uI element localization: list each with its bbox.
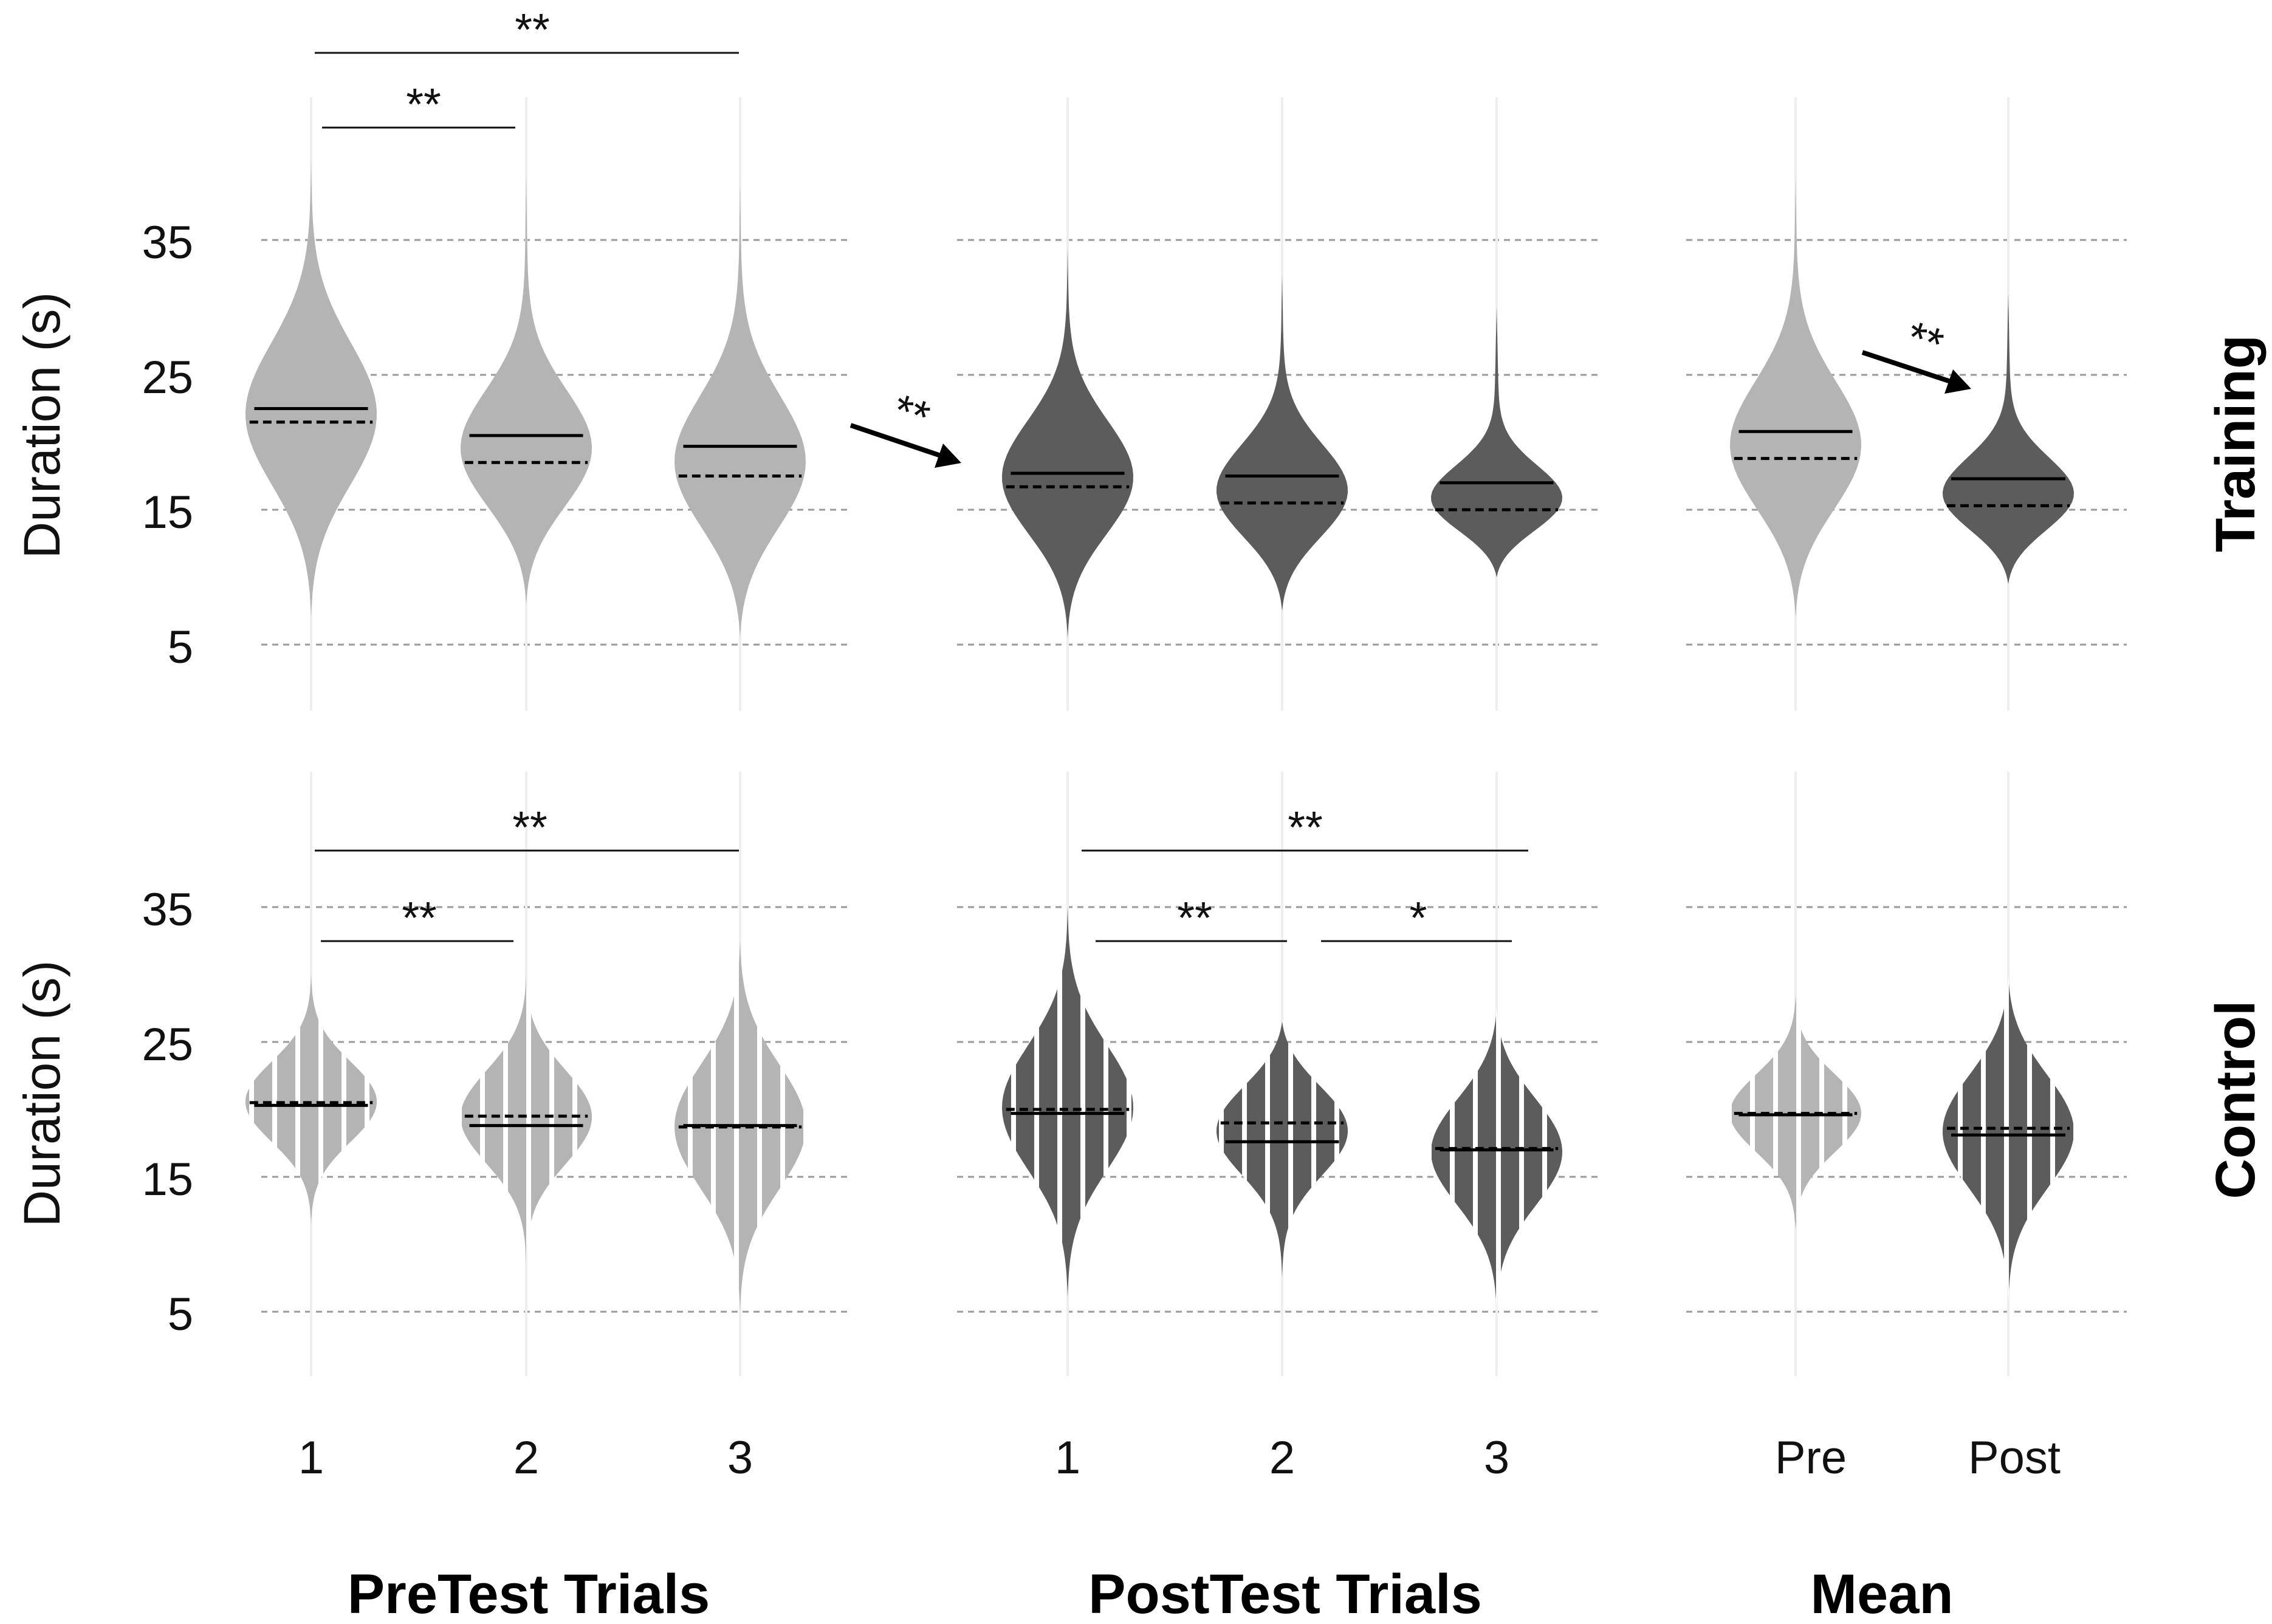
violin-training-posttest-3 [1431, 307, 1562, 577]
x-tick-posttest-3: 3 [1484, 1432, 1509, 1484]
violin-layer [245, 159, 2074, 1312]
panel-title-posttest: PostTest Trials [1088, 1563, 1482, 1624]
violin-training-pretest-2 [461, 173, 592, 605]
y-tick-control-5: 5 [168, 1289, 193, 1340]
violin-control-mean-Post [1943, 975, 2074, 1305]
row-label-training: Training [2205, 335, 2267, 552]
violin-training-mean-Post [1943, 293, 2074, 584]
sig-star-training-pre-to-post: ** [887, 384, 936, 443]
y-tick-training-5: 5 [168, 622, 193, 673]
sig-star-control-post-1-3: ** [1288, 802, 1323, 852]
violin-training-posttest-1 [1002, 247, 1133, 638]
sig-arrow-training-pre-to-post [849, 423, 961, 468]
x-tick-pretest-2: 2 [513, 1432, 539, 1484]
x-tick-pretest-1: 1 [298, 1432, 324, 1484]
panel-title-mean: Mean [1810, 1563, 1953, 1624]
y-axis-label-training: Duration (s) [13, 292, 70, 559]
x-tick-posttest-2: 2 [1269, 1432, 1295, 1484]
y-tick-training-35: 35 [142, 217, 193, 269]
violin-control-posttest-3 [1431, 1008, 1562, 1312]
y-tick-training-25: 25 [142, 352, 193, 403]
violin-training-mean-Pre [1730, 173, 1861, 618]
sig-star-control-pre-1-2: ** [402, 893, 437, 943]
violin-control-posttest-2 [1217, 1021, 1348, 1278]
y-tick-control-35: 35 [142, 884, 193, 936]
violin-training-pretest-1 [245, 159, 377, 618]
violin-control-posttest-1 [1002, 907, 1133, 1298]
x-tick-mean-post: Post [1968, 1432, 2061, 1484]
x-tick-posttest-1: 1 [1055, 1432, 1080, 1484]
x-tick-pretest-3: 3 [727, 1432, 753, 1484]
sig-arrow-training-mean [1861, 350, 1971, 394]
y-tick-control-25: 25 [142, 1019, 193, 1071]
sig-star-control-pre-1-3: ** [512, 802, 547, 852]
sig-star-control-post-2-3: * [1410, 893, 1427, 943]
y-axis-label-control: Duration (s) [13, 961, 70, 1227]
sig-star-training-pre-1-3: ** [515, 4, 550, 55]
sig-star-training-pre-1-2: ** [406, 79, 441, 129]
y-tick-training-15: 15 [142, 487, 193, 538]
row-label-control: Control [2205, 1000, 2267, 1199]
violin-training-pretest-3 [674, 179, 806, 638]
panel-title-pretest: PreTest Trials [348, 1563, 710, 1624]
sig-star-control-post-1-2: ** [1177, 893, 1212, 943]
violin-training-posttest-2 [1217, 273, 1348, 611]
sig-star-training-mean: ** [1901, 311, 1949, 370]
y-tick-control-15: 15 [142, 1154, 193, 1205]
x-tick-mean-pre: Pre [1775, 1432, 1847, 1484]
violin-control-pretest-1 [245, 975, 377, 1224]
violin-control-pretest-2 [461, 975, 592, 1265]
